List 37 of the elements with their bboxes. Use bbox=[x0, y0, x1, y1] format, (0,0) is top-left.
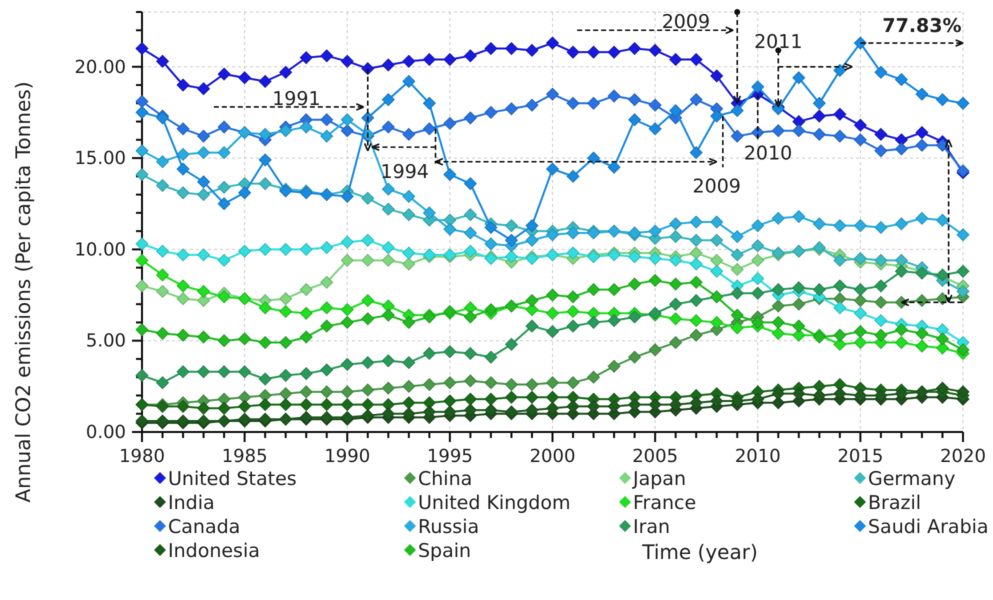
legend-label: Brazil bbox=[868, 492, 922, 514]
x-tick-label: 2015 bbox=[837, 446, 884, 467]
annotation: 77.83% bbox=[882, 14, 962, 37]
legend-label: Germany bbox=[868, 468, 956, 490]
legend-label: Indonesia bbox=[168, 540, 260, 562]
legend-label: China bbox=[418, 468, 472, 490]
legend-label: Saudi Arabia bbox=[868, 516, 989, 538]
annotation: 1991 bbox=[272, 88, 321, 110]
legend-label: Russia bbox=[418, 516, 480, 538]
x-tick-label: 2000 bbox=[530, 446, 576, 467]
annotation: 2009 bbox=[692, 175, 741, 198]
legend-label: United Kingdom bbox=[418, 492, 571, 514]
y-tick-label: 0.00 bbox=[86, 422, 126, 443]
annotation: 2010 bbox=[744, 142, 792, 165]
x-tick-label: 1985 bbox=[222, 446, 268, 467]
annotation: 2009 bbox=[662, 11, 710, 34]
x-tick-label: 2020 bbox=[940, 446, 986, 467]
y-tick-label: 15.00 bbox=[74, 148, 126, 170]
y-tick-label: 10.00 bbox=[74, 239, 126, 260]
legend-label: Iran bbox=[633, 516, 670, 538]
legend-label: Japan bbox=[632, 468, 686, 490]
legend-label: France bbox=[633, 492, 696, 514]
y-tick-label: 5.00 bbox=[86, 330, 126, 352]
legend-label: Canada bbox=[168, 516, 240, 538]
y-tick-label: 20.00 bbox=[74, 56, 126, 78]
x-tick-label: 2005 bbox=[632, 446, 678, 467]
annotation: 1994 bbox=[380, 160, 429, 183]
x-tick-label: 1980 bbox=[119, 446, 165, 467]
x-tick-label: 1995 bbox=[426, 446, 473, 467]
x-axis-title: Time (year) bbox=[641, 540, 758, 564]
legend-label: United States bbox=[168, 468, 297, 490]
y-axis-title: Annual CO2 emissions (Per capita Tonnes) bbox=[11, 81, 35, 503]
x-tick-label: 2010 bbox=[734, 446, 781, 467]
legend-label: Spain bbox=[418, 540, 472, 562]
annotation: 2011 bbox=[754, 31, 802, 54]
legend-label: India bbox=[168, 492, 215, 514]
x-tick-label: 1990 bbox=[324, 446, 370, 467]
